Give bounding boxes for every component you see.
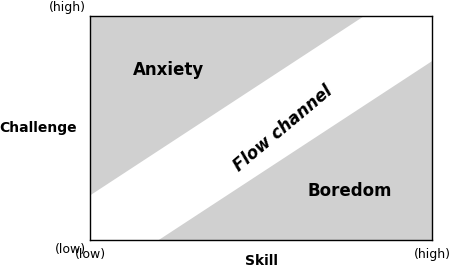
- Text: Flow channel: Flow channel: [230, 82, 336, 175]
- Text: Anxiety: Anxiety: [133, 61, 204, 79]
- Text: (low): (low): [54, 243, 86, 256]
- Text: (high): (high): [414, 248, 450, 262]
- Text: (high): (high): [49, 1, 86, 14]
- Text: Skill: Skill: [244, 254, 278, 268]
- Text: (low): (low): [74, 248, 106, 262]
- Text: Boredom: Boredom: [308, 182, 392, 200]
- Text: Challenge: Challenge: [0, 121, 76, 135]
